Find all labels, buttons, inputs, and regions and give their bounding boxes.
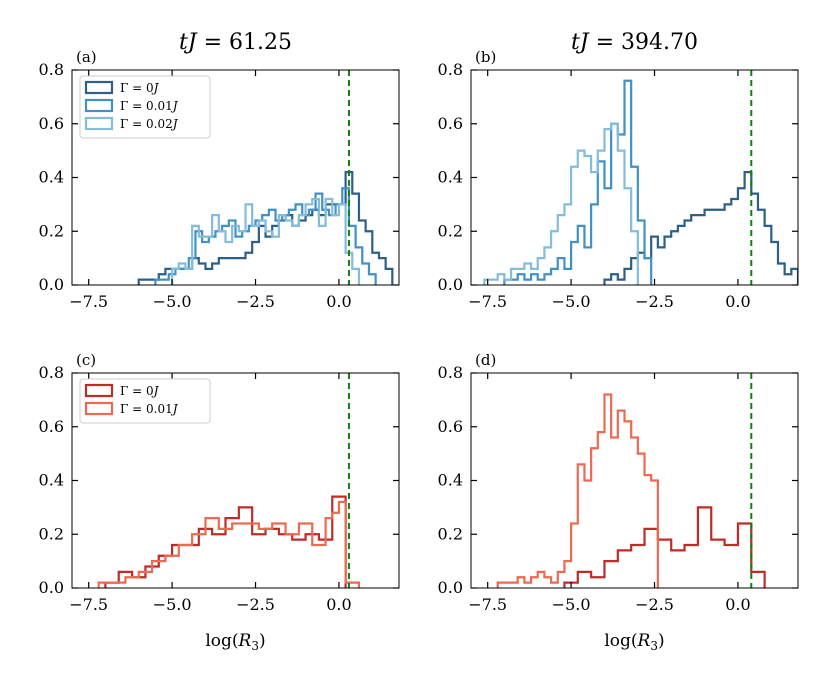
y-tick-label: 0.8: [438, 60, 463, 79]
plot-data: [483, 70, 798, 285]
x-tick-label: −2.5: [236, 292, 275, 311]
histogram-series-0: [563, 506, 766, 588]
x-tick-label: −7.5: [69, 595, 108, 614]
x-tick-label: 0.0: [725, 595, 750, 614]
x-tick-label: −7.5: [468, 292, 507, 311]
y-tick-label: 0.2: [39, 524, 64, 543]
y-tick-label: 0.6: [438, 114, 463, 133]
histogram-series-1: [503, 79, 653, 285]
x-tick-label: −5.0: [552, 595, 591, 614]
y-tick-label: 0.4: [438, 168, 463, 187]
x-tick-label: 0.0: [326, 595, 351, 614]
y-tick-label: 0.2: [39, 221, 64, 240]
column-title: tJ = 394.70: [571, 30, 698, 55]
x-axis-label: log(R3): [205, 631, 265, 653]
y-tick-label: 0.6: [438, 417, 463, 436]
panel-label: (a): [76, 48, 97, 66]
y-tick-label: 0.6: [39, 114, 64, 133]
legend: Γ = 0J Γ = 0.01J: [79, 378, 211, 424]
panel-c: −7.5 −5.0 −2.5 0.0 0.0 0.2 0.4 0.6 0.8 (c) log(R3)…: [39, 351, 400, 653]
y-tick-label: 0.0: [438, 578, 463, 597]
y-tick-label: 0.4: [39, 471, 64, 490]
legend-entry: Γ = 0.01J: [120, 402, 179, 416]
histogram-series-1: [97, 500, 361, 588]
panel-a: −7.5 −5.0 −2.5 0.0 0.0 0.2 0.4 0.6 0.8 (a) tJ = 61…: [39, 30, 400, 311]
legend-entry: Γ = 0J: [120, 384, 160, 398]
y-tick-label: 0.4: [39, 168, 64, 187]
legend-swatch: [84, 116, 114, 131]
y-tick-label: 0.0: [438, 275, 463, 294]
panel-label: (c): [76, 351, 96, 369]
x-tick-label: −5.0: [153, 595, 192, 614]
plot-data: [97, 373, 361, 588]
panel-label: (d): [475, 351, 496, 369]
y-tick-label: 0.8: [39, 60, 64, 79]
legend-swatch: [84, 98, 114, 113]
y-tick-label: 0.4: [438, 471, 463, 490]
panel-b: −7.5 −5.0 −2.5 0.0 0.0 0.2 0.4 0.6 0.8 (b) tJ = 39…: [438, 30, 799, 311]
histogram-series-0: [603, 171, 798, 285]
y-tick-label: 0.2: [438, 524, 463, 543]
panel-label: (b): [475, 48, 496, 66]
histogram-series-2: [483, 122, 639, 285]
legend-entry: Γ = 0.02J: [120, 117, 179, 131]
x-tick-label: −7.5: [69, 292, 108, 311]
y-tick-label: 0.2: [438, 221, 463, 240]
histogram-series-1: [496, 393, 659, 588]
plot-data: [496, 373, 766, 588]
legend-entry: Γ = 0.01J: [120, 99, 179, 113]
x-tick-label: 0.0: [725, 292, 750, 311]
x-axis-label: log(R3): [604, 631, 664, 653]
x-tick-label: −2.5: [236, 595, 275, 614]
legend-swatch: [84, 383, 114, 398]
y-tick-label: 0.8: [39, 363, 64, 382]
x-tick-label: −2.5: [635, 292, 674, 311]
x-tick-label: 0.0: [326, 292, 351, 311]
histogram-series-1: [154, 187, 377, 285]
plot-data: [137, 70, 394, 285]
panel-d: −7.5 −5.0 −2.5 0.0 0.0 0.2 0.4 0.6 0.8 (d) log(R3): [438, 351, 799, 653]
x-tick-label: −7.5: [468, 595, 507, 614]
y-tick-label: 0.6: [39, 417, 64, 436]
histogram-series-2: [171, 197, 361, 285]
legend: Γ = 0J Γ = 0.01J Γ = 0.02J: [79, 75, 211, 139]
legend-swatch: [84, 401, 114, 416]
histogram-series-0: [104, 495, 347, 588]
x-tick-label: −5.0: [552, 292, 591, 311]
y-tick-label: 0.8: [438, 363, 463, 382]
legend-swatch: [84, 80, 114, 95]
x-tick-label: −2.5: [635, 595, 674, 614]
legend-entry: Γ = 0J: [120, 81, 160, 95]
x-tick-label: −5.0: [153, 292, 192, 311]
y-tick-label: 0.0: [39, 578, 64, 597]
column-title: tJ = 61.25: [179, 30, 292, 55]
y-tick-label: 0.0: [39, 275, 64, 294]
